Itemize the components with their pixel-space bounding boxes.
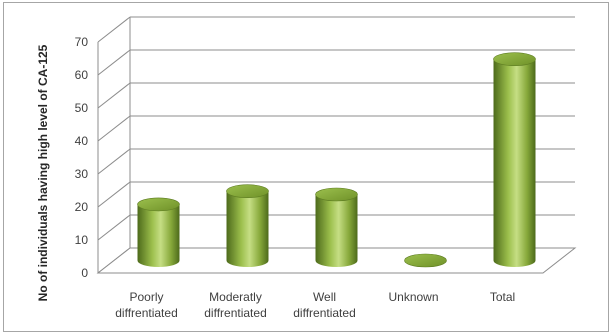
y-tick-label: 0	[81, 266, 88, 280]
x-tick-label-line: Unknown	[388, 290, 438, 304]
x-tick-label: Poorly diffrentiated	[115, 290, 178, 320]
bar-0	[137, 197, 180, 267]
x-tick-label: Total	[490, 290, 515, 304]
x-tick-label-line: Well	[313, 290, 336, 304]
bar-body	[137, 204, 180, 267]
y-tick-label: 50	[75, 101, 89, 115]
bar-3	[404, 253, 447, 268]
bar-top	[226, 184, 269, 198]
bar-body	[226, 191, 269, 267]
x-tick-label-line: Moderatly	[209, 290, 262, 304]
y-axis-title: No of individuals having high level of C…	[36, 44, 50, 301]
bar-top	[493, 52, 536, 67]
side-wall-line	[97, 49, 131, 76]
x-tick-label-line: diffrentiated	[293, 306, 356, 320]
bar-body	[315, 194, 358, 267]
bar-top	[404, 253, 447, 268]
bar-4	[493, 52, 536, 268]
side-wall-line	[97, 214, 131, 241]
bar-2	[315, 187, 358, 267]
x-tick-label-line: diffrentiated	[204, 306, 267, 320]
side-wall-line	[97, 16, 131, 43]
y-tick-label: 60	[75, 68, 89, 82]
side-wall-line	[97, 181, 131, 208]
bar-top	[137, 197, 180, 212]
x-tick-label-line: diffrentiated	[115, 306, 178, 320]
x-tick-label-line: Total	[490, 290, 515, 304]
x-tick-label: Unknown	[388, 290, 438, 304]
y-tick-label: 40	[75, 134, 89, 148]
side-wall-line	[97, 82, 131, 109]
y-tick-label: 70	[75, 35, 89, 49]
bar-layer	[137, 52, 536, 268]
y-tick-label: 30	[75, 167, 89, 181]
y-tick-label: 10	[75, 233, 89, 247]
x-tick-label: Moderatly diffrentiated	[204, 290, 267, 320]
side-wall-line	[97, 148, 131, 175]
bar-top	[315, 187, 358, 202]
x-tick-label: Well diffrentiated	[293, 290, 356, 320]
y-tick-label: 20	[75, 200, 89, 214]
side-wall-line	[97, 115, 131, 142]
bar-1	[226, 184, 269, 267]
x-tick-label-line: Poorly	[129, 290, 163, 304]
bar-body	[493, 59, 536, 268]
